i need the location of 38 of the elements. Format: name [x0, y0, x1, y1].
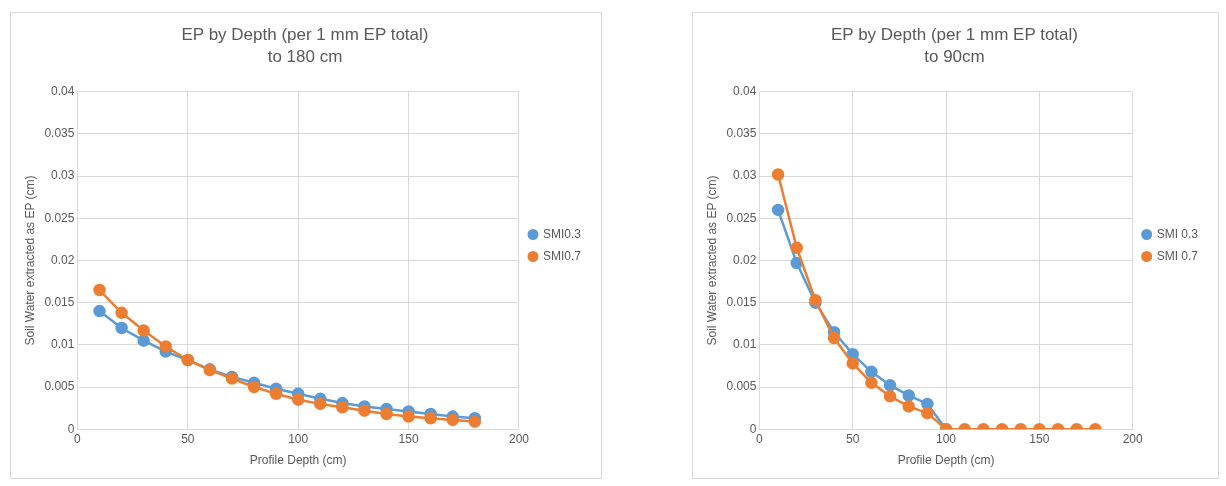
x-tick-label: 200	[508, 431, 530, 446]
x-tick-label: 150	[1029, 431, 1050, 446]
y-tick-label: 0.035	[44, 126, 75, 141]
y-tick-label: 0.025	[726, 210, 757, 225]
y-tick-label: 0.035	[726, 126, 757, 141]
chart-title: EP by Depth (per 1 mm EP total)	[831, 24, 1078, 44]
y-tick-label: 0.04	[733, 84, 757, 99]
y-tick-label: 0.005	[726, 379, 757, 394]
x-tick-label: 50	[181, 431, 195, 446]
y-tick-label: 0.02	[733, 252, 757, 267]
y-axis-title: Soil Water extracted as EP (cm)	[22, 175, 37, 346]
y-tick-label: 0	[67, 421, 75, 436]
y-tick-label: 0	[749, 421, 757, 436]
y-axis-title: Soil Water extracted as EP (cm)	[704, 175, 719, 346]
y-tick-label: 0.03	[733, 168, 757, 183]
y-tick-label: 0.005	[44, 379, 75, 394]
legend-label: SMI0.3	[542, 226, 582, 241]
chart-subtitle: to 180 cm	[267, 47, 343, 67]
y-tick-label: 0.01	[51, 337, 75, 352]
y-tick-label: 0.015	[726, 294, 757, 309]
x-axis-title: Profile Depth (cm)	[249, 453, 347, 468]
y-tick-label: 0.015	[44, 294, 75, 309]
x-tick-label: 100	[288, 431, 309, 446]
x-tick-label: 150	[398, 431, 419, 446]
legend-label: SMI 0.7	[1156, 248, 1199, 263]
chart-subtitle: to 90cm	[924, 47, 985, 67]
y-tick-label: 0.04	[51, 84, 75, 99]
legend-label: SMI0.7	[542, 248, 582, 263]
chart-title: EP by Depth (per 1 mm EP total)	[181, 24, 429, 44]
legend-label: SMI 0.3	[1156, 226, 1199, 241]
y-tick-label: 0.03	[51, 168, 75, 183]
x-tick-label: 50	[846, 431, 860, 446]
x-tick-label: 200	[1122, 431, 1143, 446]
y-tick-label: 0.02	[51, 252, 75, 267]
x-tick-label: 100	[936, 431, 957, 446]
y-tick-label: 0.01	[733, 337, 757, 352]
x-axis-title: Profile Depth (cm)	[897, 453, 995, 468]
y-tick-label: 0.025	[44, 210, 75, 225]
